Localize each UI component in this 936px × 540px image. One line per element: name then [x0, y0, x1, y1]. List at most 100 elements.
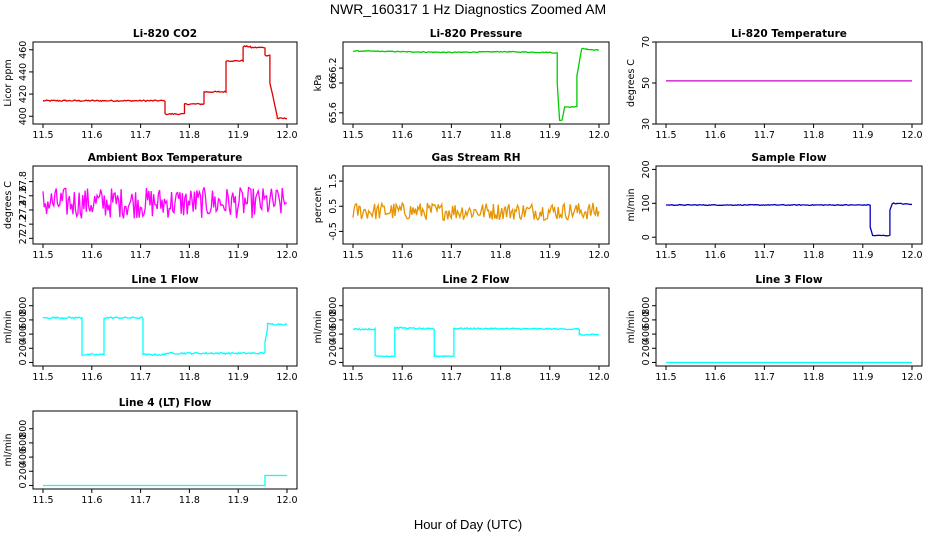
panel-sample-flow: Sample Flow ml/min 11.5 11.6 11.7 11.8 11.9 12.… [626, 152, 923, 261]
page-title: NWR_160317 1 Hz Diagnostics Zoomed AM [329, 1, 607, 17]
x-axis-caption: Hour of Day (UTC) [413, 517, 523, 532]
y-tick-label: 200 [641, 339, 652, 357]
y-tick-label: 600 [328, 311, 339, 329]
y-tick-label: 400 [18, 325, 29, 343]
x-tick-label: 11.8 [803, 372, 824, 383]
x-tick-label: 12.0 [276, 130, 297, 141]
plot-frame [342, 287, 610, 367]
panel-title: Sample Flow [751, 152, 826, 164]
y-tick-label: 460 [18, 41, 29, 59]
y-tick-label: 600 [641, 311, 652, 329]
plot-frame [32, 41, 298, 125]
y-tick-label: 0 [328, 359, 339, 365]
x-tick-label: 11.7 [130, 250, 151, 261]
x-tick-label: 12.0 [588, 250, 609, 261]
panel-title: Li-820 CO2 [133, 28, 197, 40]
panel-line-4-lt-flow: Line 4 (LT) Flow ml/min 11.5 11.6 11.7 11.8 11… [3, 397, 298, 506]
plot-frame [32, 287, 298, 367]
plot-frame [32, 165, 298, 245]
x-tick-label: 11.9 [228, 130, 249, 141]
series-line [352, 201, 600, 221]
plot-frame [655, 165, 923, 245]
x-tick-label: 11.7 [130, 372, 151, 383]
x-tick-label: 11.8 [179, 372, 200, 383]
y-tick-label: 200 [328, 339, 339, 357]
panel-title: Line 4 (LT) Flow [119, 397, 212, 409]
x-tick-label: 11.8 [490, 130, 511, 141]
y-axis-label: percent [313, 187, 324, 224]
x-tick-label: 11.5 [655, 372, 676, 383]
y-axis-label: degrees C [3, 181, 14, 229]
x-tick-label: 11.5 [655, 130, 676, 141]
x-tick-label: 11.8 [803, 130, 824, 141]
panel-title: Li-820 Pressure [430, 28, 523, 40]
y-axis-label: degrees C [626, 59, 637, 107]
x-tick-label: 11.8 [803, 250, 824, 261]
x-tick-label: 11.8 [179, 495, 200, 506]
y-tick-label: 400 [18, 107, 29, 125]
x-tick-label: 12.0 [588, 130, 609, 141]
y-tick-label: 66.2 [328, 58, 339, 79]
y-tick-label: 200 [18, 339, 29, 357]
y-axis-label: ml/min [626, 188, 637, 221]
y-tick-label: 27.2 [18, 214, 29, 235]
series-line [352, 326, 600, 358]
y-tick-label: 0 [641, 234, 652, 240]
y-tick-label: 600 [18, 311, 29, 329]
y-axis-label: kPa [313, 75, 324, 92]
panel-gas-stream-rh: Gas Stream RH percent 11.5 11.6 11.7 11.8 11.9… [313, 152, 610, 261]
y-tick-label: 400 [18, 448, 29, 466]
panel-li-820-pressure: Li-820 Pressure kPa 11.5 11.6 11.7 11.8 11.9 12… [313, 28, 610, 141]
y-tick-label: 27.6 [18, 185, 29, 206]
x-tick-label: 12.0 [276, 495, 297, 506]
x-tick-label: 11.9 [228, 250, 249, 261]
y-tick-label: 400 [328, 325, 339, 343]
x-tick-label: 11.6 [81, 495, 102, 506]
y-tick-label: 800 [328, 297, 339, 315]
x-tick-label: 11.8 [179, 250, 200, 261]
y-tick-label: 200 [641, 160, 652, 178]
x-tick-label: 11.5 [655, 250, 676, 261]
x-tick-label: 12.0 [276, 250, 297, 261]
y-tick-label: 50 [641, 77, 652, 89]
x-tick-label: 11.5 [32, 130, 53, 141]
x-tick-label: 11.9 [539, 250, 560, 261]
series-line [42, 186, 288, 219]
panel-line-2-flow: Line 2 Flow ml/min 11.5 11.6 11.7 11.8 11.9 12.… [313, 274, 610, 383]
x-tick-label: 12.0 [901, 250, 922, 261]
x-tick-label: 11.8 [490, 372, 511, 383]
x-tick-label: 11.5 [32, 372, 53, 383]
plot-frame [32, 410, 298, 490]
x-tick-label: 11.7 [130, 130, 151, 141]
panel-title: Gas Stream RH [431, 152, 520, 164]
y-tick-label: 66 [328, 77, 339, 89]
y-tick-label: 30 [641, 118, 652, 130]
y-tick-label: 65.6 [328, 102, 339, 123]
x-tick-label: 11.6 [705, 372, 726, 383]
y-axis-label: Licor ppm [3, 59, 14, 106]
x-tick-label: 11.9 [228, 495, 249, 506]
panel-li-820-co2: Li-820 CO2 Licor ppm 11.5 11.6 11.7 11.8 11.9 1… [3, 28, 298, 141]
y-tick-label: 0 [18, 482, 29, 488]
y-axis-label: ml/min [626, 310, 637, 343]
series-line [665, 202, 913, 237]
y-tick-label: 400 [641, 325, 652, 343]
x-tick-label: 12.0 [901, 372, 922, 383]
panel-title: Ambient Box Temperature [88, 152, 243, 164]
plot-frame [342, 165, 610, 245]
x-tick-label: 11.7 [441, 372, 462, 383]
y-tick-label: 27.8 [18, 171, 29, 192]
x-tick-label: 12.0 [588, 372, 609, 383]
x-tick-label: 11.6 [705, 250, 726, 261]
x-tick-label: 11.7 [441, 250, 462, 261]
x-tick-label: 11.5 [32, 495, 53, 506]
y-tick-label: 440 [18, 63, 29, 81]
x-tick-label: 11.9 [539, 372, 560, 383]
x-tick-label: 11.7 [754, 250, 775, 261]
panel-title: Line 2 Flow [442, 274, 509, 286]
y-axis-label: ml/min [313, 310, 324, 343]
y-tick-label: 420 [18, 85, 29, 103]
y-tick-label: 0 [18, 359, 29, 365]
x-tick-label: 11.9 [852, 372, 873, 383]
